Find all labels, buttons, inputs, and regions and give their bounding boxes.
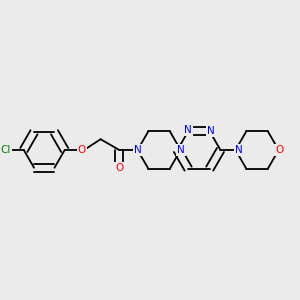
- Text: N: N: [134, 145, 141, 155]
- Text: N: N: [177, 145, 184, 155]
- Text: O: O: [115, 163, 123, 173]
- Text: O: O: [275, 145, 283, 155]
- Text: N: N: [207, 126, 215, 136]
- Text: N: N: [235, 145, 243, 155]
- Text: O: O: [78, 145, 86, 155]
- Text: N: N: [235, 145, 243, 155]
- Text: Cl: Cl: [0, 145, 11, 155]
- Text: O: O: [275, 145, 283, 155]
- Text: N: N: [184, 125, 192, 135]
- Text: O: O: [78, 145, 86, 155]
- Text: Cl: Cl: [0, 145, 11, 155]
- Text: O: O: [115, 163, 123, 173]
- Text: N: N: [177, 145, 184, 155]
- Text: N: N: [134, 145, 141, 155]
- Text: N: N: [184, 125, 192, 135]
- Text: N: N: [207, 126, 215, 136]
- Text: N: N: [134, 145, 141, 155]
